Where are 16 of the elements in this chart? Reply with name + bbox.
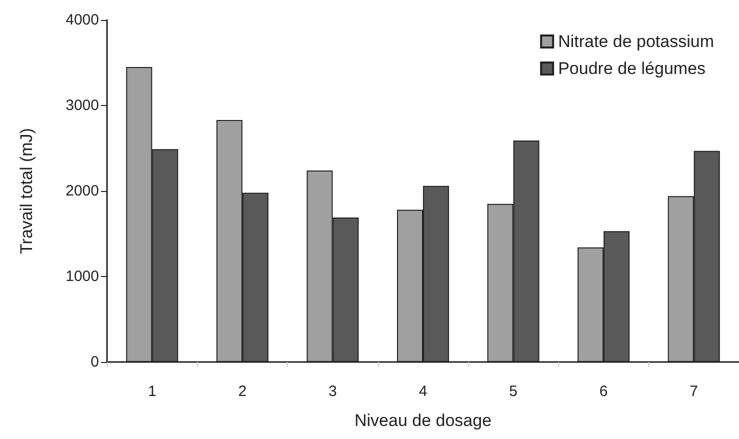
y-tick-label: 0	[90, 354, 99, 370]
y-tick-label: 4000	[66, 12, 99, 28]
x-tick-label: 3	[328, 383, 337, 400]
x-tick-label: 7	[690, 383, 698, 400]
legend-label: Poudre de légumes	[558, 59, 706, 78]
legend-label: Nitrate de potassium	[558, 32, 714, 51]
y-axis-title: Travail total (mJ)	[17, 128, 36, 254]
y-tick-label: 3000	[66, 97, 99, 114]
x-tick-label: 4	[418, 383, 428, 400]
x-tick-label: 5	[509, 383, 518, 400]
x-tick-label: 2	[238, 383, 247, 400]
y-tick-label: 1000	[66, 268, 99, 285]
x-tick-label: 1	[148, 383, 156, 400]
x-tick-label: 6	[599, 383, 608, 400]
y-tick-label: 2000	[66, 182, 99, 200]
x-axis-title: Niveau de dosage	[354, 411, 492, 430]
